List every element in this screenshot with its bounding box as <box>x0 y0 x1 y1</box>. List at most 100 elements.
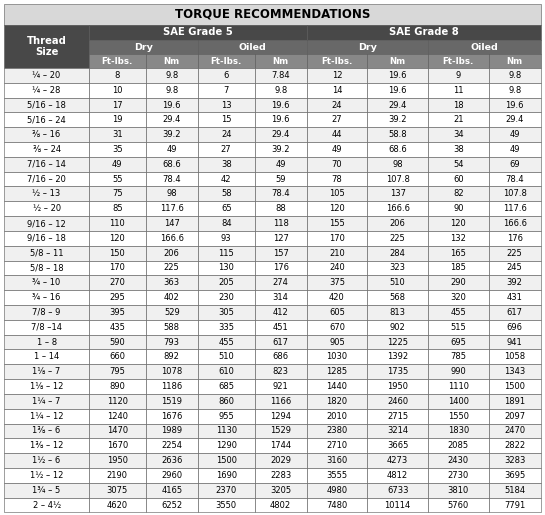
Text: 58.8: 58.8 <box>389 130 407 139</box>
Text: 115: 115 <box>219 249 234 258</box>
Bar <box>4 423 89 438</box>
Bar <box>4 409 89 423</box>
Text: 3075: 3075 <box>107 486 128 495</box>
Text: 147: 147 <box>164 219 180 228</box>
Text: 1166: 1166 <box>270 397 291 406</box>
Bar <box>307 350 367 364</box>
Bar <box>255 246 307 261</box>
Text: 5/8 – 11: 5/8 – 11 <box>30 249 63 258</box>
Text: 170: 170 <box>110 264 125 272</box>
Bar <box>255 379 307 394</box>
Bar <box>428 438 489 453</box>
Bar <box>146 423 198 438</box>
Text: 9/16 – 12: 9/16 – 12 <box>27 219 66 228</box>
Text: 1⅛ – 7: 1⅛ – 7 <box>33 367 60 376</box>
Text: 2283: 2283 <box>270 471 291 480</box>
Bar <box>146 364 198 379</box>
Text: 98: 98 <box>392 160 403 169</box>
Text: Ft-lbs.: Ft-lbs. <box>101 57 133 65</box>
Bar <box>89 40 198 54</box>
Bar <box>428 68 489 83</box>
Bar <box>367 394 428 409</box>
Bar <box>307 409 367 423</box>
Text: 323: 323 <box>390 264 405 272</box>
Text: 3555: 3555 <box>326 471 348 480</box>
Text: 130: 130 <box>218 264 234 272</box>
Bar <box>89 68 146 83</box>
Bar <box>255 305 307 320</box>
Bar <box>198 231 255 246</box>
Text: 3550: 3550 <box>216 501 237 509</box>
Bar <box>89 394 146 409</box>
Text: 1¼ – 12: 1¼ – 12 <box>30 411 63 421</box>
Text: Nm: Nm <box>272 57 289 65</box>
Bar <box>198 171 255 186</box>
Bar <box>367 54 428 68</box>
Text: 18: 18 <box>453 100 464 110</box>
Bar <box>255 497 307 512</box>
Text: 7791: 7791 <box>504 501 525 509</box>
Bar <box>428 40 541 54</box>
Text: 314: 314 <box>272 293 288 302</box>
Text: 1186: 1186 <box>161 382 183 391</box>
Text: 1058: 1058 <box>504 352 525 362</box>
Text: 860: 860 <box>218 397 234 406</box>
Bar <box>255 112 307 127</box>
Text: 1½ – 6: 1½ – 6 <box>33 456 60 465</box>
Bar <box>255 83 307 98</box>
Bar <box>489 216 541 231</box>
Text: 685: 685 <box>218 382 234 391</box>
Bar <box>307 54 367 68</box>
Bar <box>89 157 146 171</box>
Bar <box>307 186 367 201</box>
Text: 1519: 1519 <box>161 397 182 406</box>
Text: 686: 686 <box>272 352 289 362</box>
Text: 2460: 2460 <box>387 397 408 406</box>
Text: 2085: 2085 <box>448 441 469 450</box>
Bar <box>146 409 198 423</box>
Bar <box>146 112 198 127</box>
Bar <box>198 320 255 335</box>
Bar <box>89 335 146 350</box>
Text: 157: 157 <box>272 249 288 258</box>
Text: 60: 60 <box>453 175 464 183</box>
Text: 98: 98 <box>166 190 177 198</box>
Bar <box>489 142 541 157</box>
Bar <box>89 186 146 201</box>
Bar <box>489 290 541 305</box>
Text: 1500: 1500 <box>504 382 525 391</box>
Text: 813: 813 <box>390 308 405 317</box>
Text: 9.8: 9.8 <box>274 85 287 95</box>
Text: Ft-lbs.: Ft-lbs. <box>321 57 353 65</box>
Text: 4620: 4620 <box>107 501 128 509</box>
Bar <box>89 276 146 290</box>
Text: 1690: 1690 <box>216 471 237 480</box>
Bar <box>489 112 541 127</box>
Text: 363: 363 <box>164 278 180 287</box>
Text: 5/16 – 18: 5/16 – 18 <box>27 100 66 110</box>
Text: 890: 890 <box>110 382 125 391</box>
Text: 1392: 1392 <box>387 352 408 362</box>
Bar <box>489 246 541 261</box>
Text: 150: 150 <box>110 249 125 258</box>
Bar <box>307 112 367 127</box>
Bar <box>198 216 255 231</box>
Text: 392: 392 <box>507 278 523 287</box>
Bar <box>307 453 367 468</box>
Text: 78.4: 78.4 <box>271 190 290 198</box>
Text: 185: 185 <box>450 264 467 272</box>
Text: 107.8: 107.8 <box>502 190 526 198</box>
Bar <box>4 438 89 453</box>
Bar <box>146 453 198 468</box>
Bar <box>307 497 367 512</box>
Bar <box>146 54 198 68</box>
Bar <box>198 379 255 394</box>
Bar <box>89 83 146 98</box>
Bar <box>198 186 255 201</box>
Text: Nm: Nm <box>164 57 180 65</box>
Bar <box>146 68 198 83</box>
Bar <box>89 379 146 394</box>
Bar <box>198 453 255 468</box>
Text: 6252: 6252 <box>161 501 183 509</box>
Text: 166.6: 166.6 <box>160 234 184 243</box>
